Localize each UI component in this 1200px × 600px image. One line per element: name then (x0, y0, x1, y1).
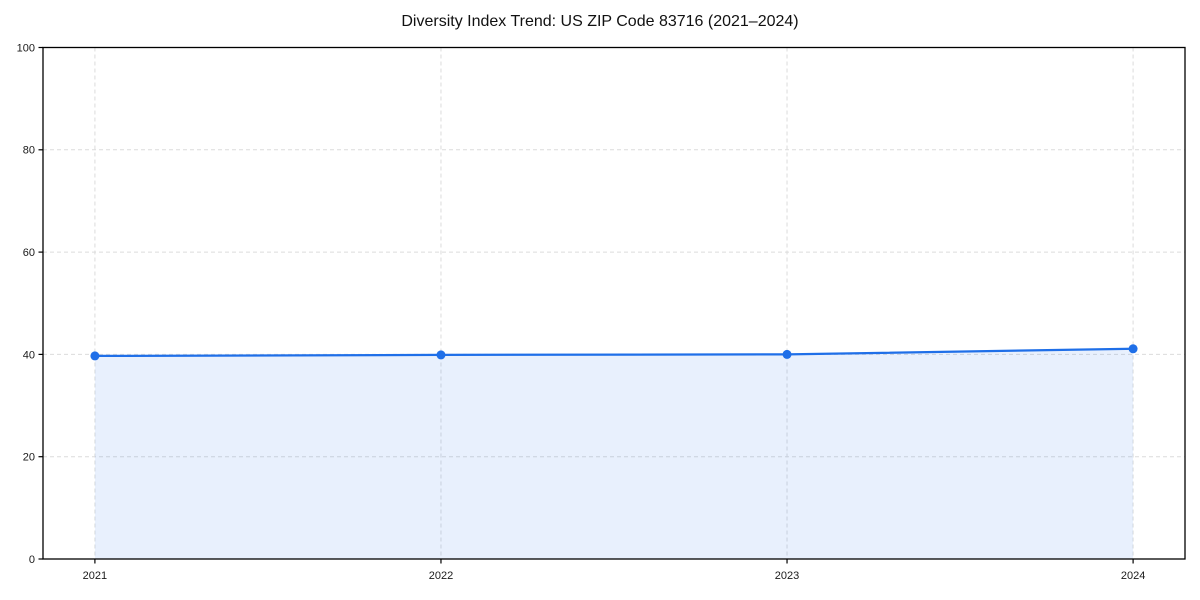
chart-title: Diversity Index Trend: US ZIP Code 83716… (401, 13, 799, 30)
x-tick-label: 2022 (429, 570, 453, 582)
x-tick-label: 2023 (775, 570, 799, 582)
y-tick-label: 40 (23, 349, 35, 361)
y-tick-label: 100 (17, 42, 35, 54)
data-point-marker[interactable] (782, 349, 792, 359)
trend-line (93, 347, 1135, 358)
y-tick-label: 0 (29, 554, 35, 566)
y-tick-label: 20 (23, 452, 35, 464)
plot-border (42, 46, 1186, 560)
x-tick-label: 2021 (83, 570, 107, 582)
data-point-marker[interactable] (1128, 344, 1138, 354)
plot-background (43, 47, 1185, 559)
data-point-marker[interactable] (436, 350, 446, 360)
y-tick-label: 80 (23, 145, 35, 157)
x-tick-label: 2024 (1121, 570, 1145, 582)
y-tick-label: 60 (23, 247, 35, 259)
area-fill (94, 348, 1134, 559)
data-point-marker[interactable] (90, 351, 100, 361)
